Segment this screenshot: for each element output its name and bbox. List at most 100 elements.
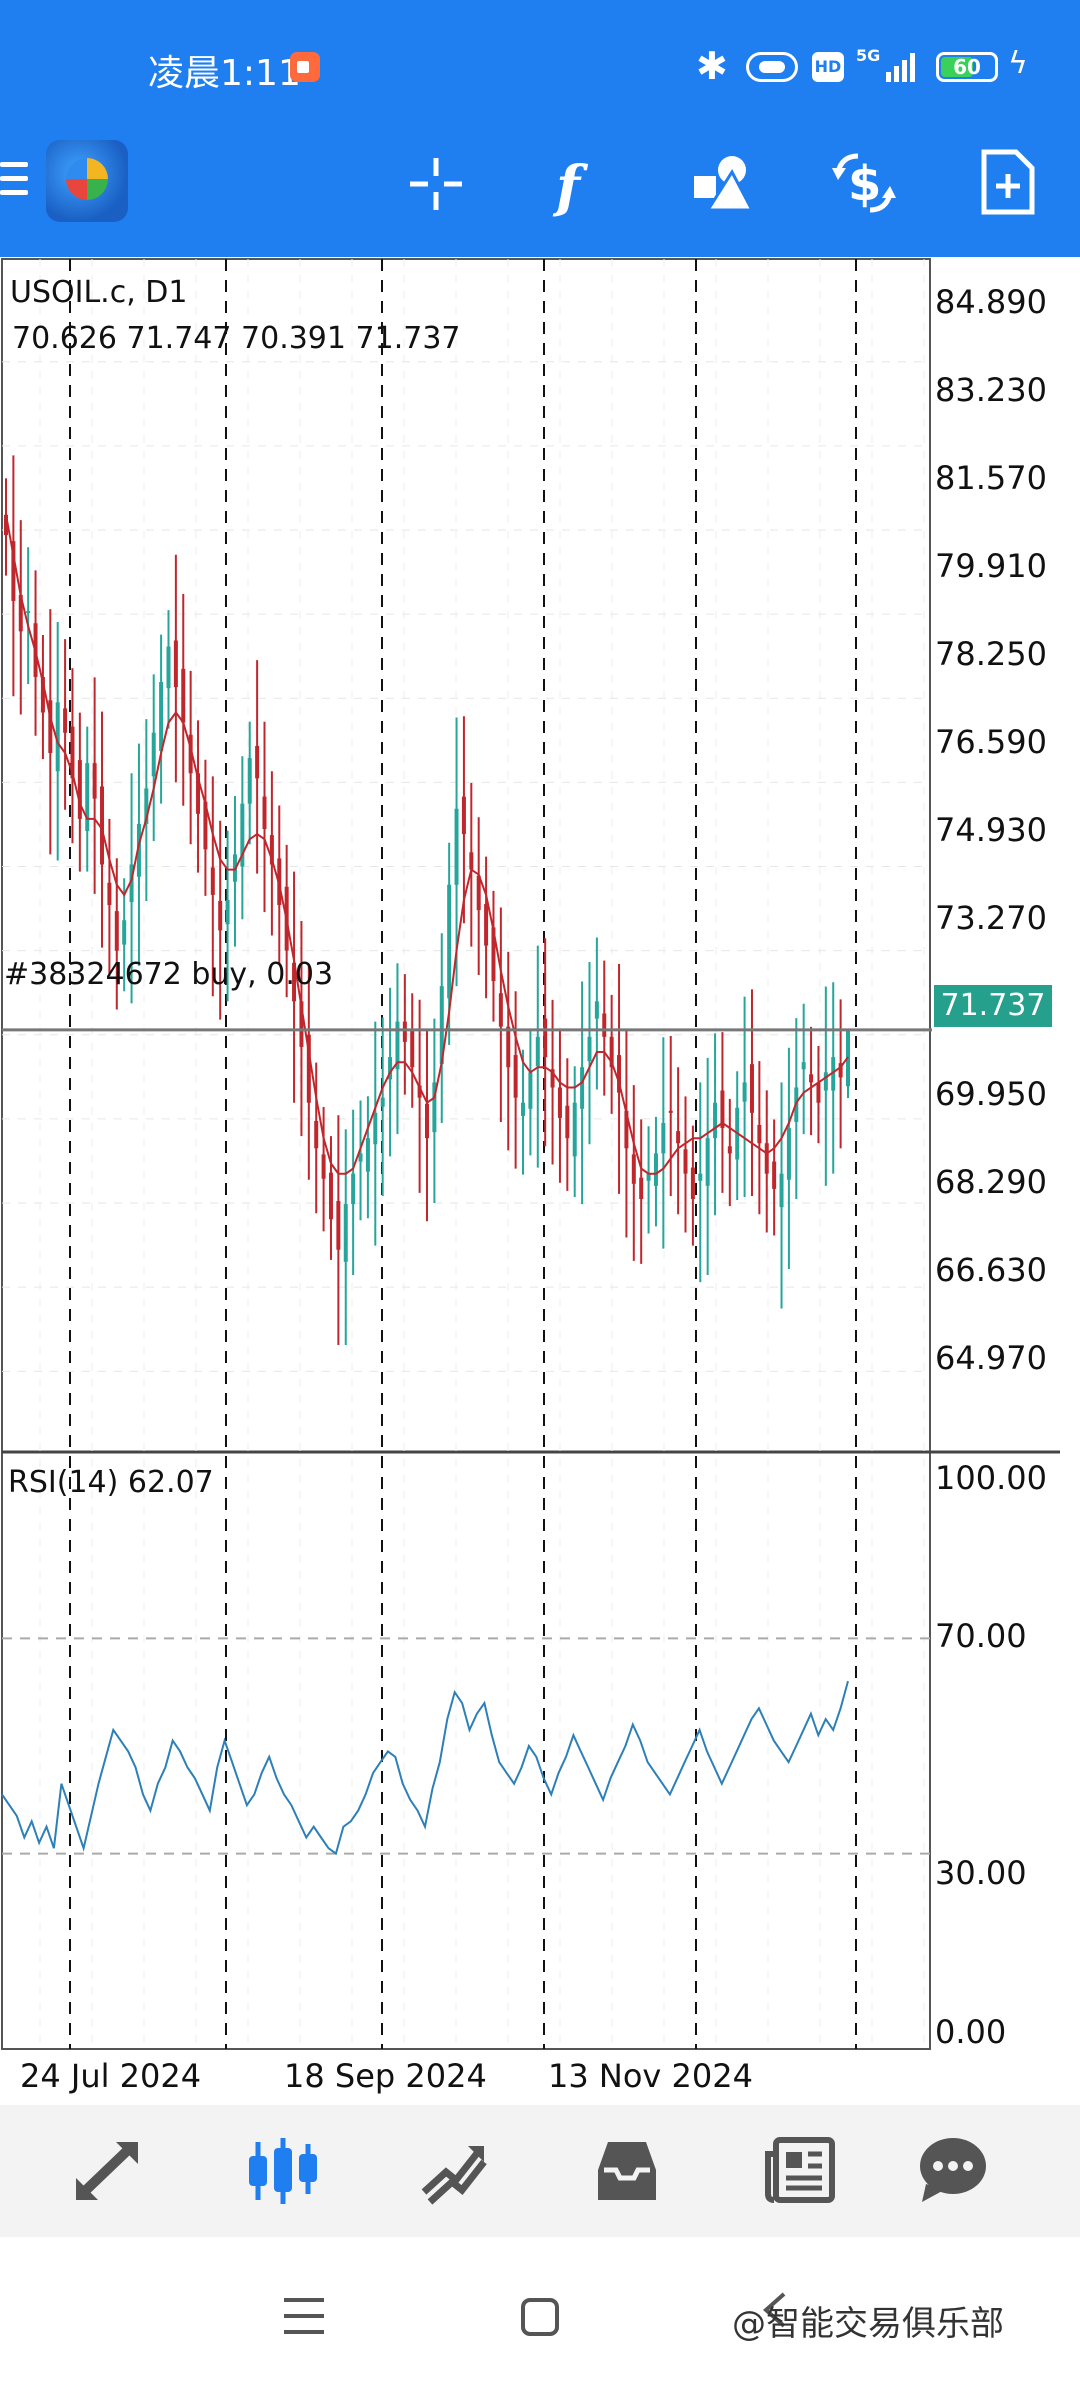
candle-body	[240, 803, 245, 867]
candle-body	[631, 1154, 636, 1184]
bottom-nav	[0, 2105, 1080, 2237]
toolbar	[0, 130, 1080, 257]
candle-body	[328, 1172, 333, 1220]
trade-icon[interactable]: $	[828, 148, 900, 218]
candle-body	[543, 1018, 548, 1058]
candle-body	[129, 864, 134, 903]
indicators-icon[interactable]: f	[548, 150, 608, 220]
candle-body	[85, 763, 90, 832]
candle-body	[395, 1021, 400, 1070]
candle-body	[122, 920, 127, 945]
candle-body	[203, 801, 208, 850]
candle-body	[343, 1204, 348, 1262]
candle-body	[676, 1131, 681, 1144]
back-button[interactable]	[756, 2290, 792, 2330]
candle-body	[225, 899, 230, 925]
candle-body	[513, 1055, 518, 1098]
x-axis-label: 24 Jul 2024	[20, 2057, 202, 2095]
candle-body	[831, 1057, 836, 1091]
candle-body	[136, 823, 141, 877]
candle-body	[698, 1173, 703, 1181]
y-axis-label: 83.230	[935, 371, 1047, 409]
x-axis-label: 13 Nov 2024	[548, 2057, 753, 2095]
candle-body	[159, 682, 164, 751]
screen-record-icon	[290, 52, 320, 82]
candle-body	[269, 835, 274, 865]
menu-icon[interactable]	[0, 162, 28, 206]
candle-body	[196, 773, 201, 814]
network-type: 5G	[856, 46, 881, 65]
candle-body	[188, 734, 193, 774]
candle-body	[210, 867, 215, 895]
candle-body	[801, 1062, 806, 1070]
candle-body	[528, 1072, 533, 1109]
candle-body	[454, 808, 459, 885]
y-axis-label: 84.890	[935, 283, 1047, 321]
home-button[interactable]	[521, 2298, 559, 2336]
chart-area[interactable]: USOIL.c, D1 70.626 71.747 70.391 71.737 …	[0, 257, 1080, 2117]
chart-symbol-label: USOIL.c, D1	[10, 275, 188, 310]
rsi-panel-frame	[1, 1451, 931, 2050]
candle-body	[388, 1057, 393, 1080]
candle-body	[247, 758, 252, 804]
history-tab[interactable]	[590, 2136, 664, 2206]
candle-body	[70, 726, 75, 779]
rsi-line	[1, 1680, 849, 1856]
candle-body	[550, 1069, 555, 1088]
y-axis-label: 73.270	[935, 899, 1047, 937]
crosshair-icon[interactable]	[404, 152, 468, 216]
battery-icon: 60	[936, 52, 998, 82]
candle-body	[11, 541, 16, 601]
candle-body	[447, 884, 452, 999]
hd-icon: HD	[812, 52, 844, 82]
candle-body	[786, 1128, 791, 1180]
new-order-icon[interactable]	[980, 148, 1036, 216]
candle-body	[587, 1036, 592, 1062]
candle-body	[779, 1173, 784, 1208]
signal-icon	[886, 53, 915, 82]
candle-body	[757, 1125, 762, 1144]
candle-body	[617, 1055, 622, 1093]
candle-body	[705, 1138, 710, 1186]
rsi-axis-label: 30.00	[935, 1854, 1027, 1892]
battery-level: 60	[953, 55, 981, 79]
candle-body	[380, 1097, 385, 1107]
candle-body	[218, 900, 223, 931]
candle-body	[521, 1102, 526, 1116]
candle-body	[151, 732, 156, 777]
main-panel-frame	[1, 258, 931, 1453]
candle-body	[594, 1001, 599, 1019]
order-line-label[interactable]: #38324672 buy, 0.03	[4, 957, 334, 992]
candle-body	[469, 852, 474, 870]
candle-body	[299, 1001, 304, 1047]
recent-apps-button[interactable]	[284, 2298, 324, 2338]
current-price-badge: 71.737	[934, 985, 1052, 1027]
candle-body	[100, 786, 105, 865]
candle-body	[535, 1036, 540, 1067]
candle-body	[609, 1036, 614, 1068]
news-tab[interactable]	[762, 2134, 838, 2206]
chart-canvas[interactable]	[0, 257, 1080, 2117]
objects-icon[interactable]	[690, 150, 756, 216]
rsi-label: RSI(14) 62.07	[8, 1465, 214, 1500]
trade-tab[interactable]	[418, 2136, 490, 2206]
candle-body	[255, 745, 260, 779]
candle-body	[683, 1149, 688, 1174]
system-nav-bar	[0, 2237, 1080, 2400]
candle-body	[63, 708, 68, 733]
chart-tab[interactable]	[244, 2134, 322, 2208]
candle-body	[646, 1173, 651, 1181]
candle-body	[77, 760, 82, 819]
candle-body	[823, 1072, 828, 1091]
messages-tab[interactable]	[916, 2134, 990, 2206]
app-logo[interactable]	[46, 140, 128, 222]
candle-body	[40, 676, 45, 713]
candle-body	[173, 640, 178, 688]
candle-body	[166, 646, 171, 689]
y-axis-label: 76.590	[935, 723, 1047, 761]
candle-body	[461, 796, 466, 835]
candle-body	[565, 1105, 570, 1139]
y-axis-label: 66.630	[935, 1251, 1047, 1289]
candle-body	[624, 1110, 629, 1149]
quotes-tab[interactable]	[70, 2136, 144, 2206]
